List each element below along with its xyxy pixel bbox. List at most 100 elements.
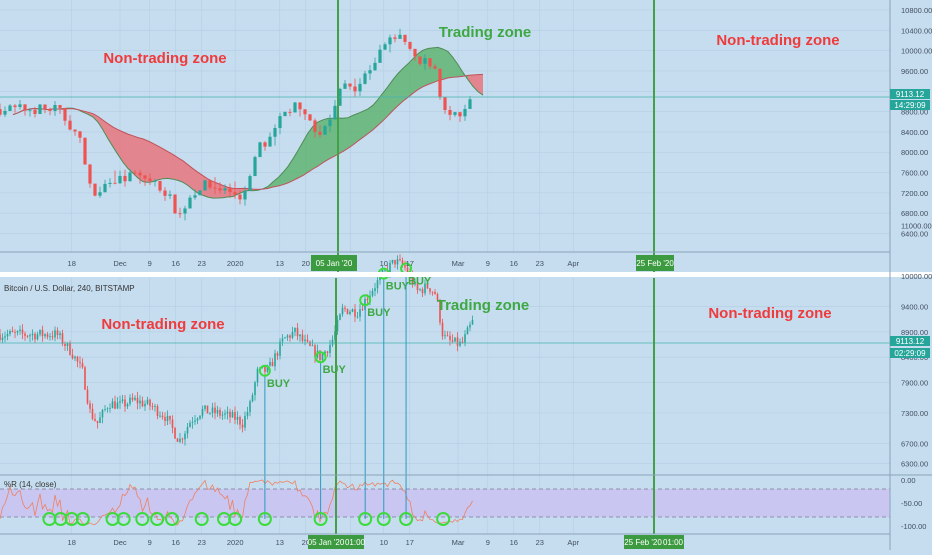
candle-bottom [446,335,449,337]
time-tick-bottom: Mar [452,538,465,547]
candle-bottom [399,259,401,261]
candle-bottom [436,294,439,301]
candle-top [133,172,137,174]
candle-bottom [271,362,274,367]
oversold-circle [228,512,243,526]
candle-top [143,175,147,179]
candle-top [93,183,97,196]
candle-bottom [391,259,394,263]
candle-top [363,73,367,84]
candle-top [468,99,472,109]
time-tick-bottom: Apr [567,538,579,547]
candle-top [33,109,37,114]
candle-bottom [121,399,124,402]
candle-bottom [374,288,376,292]
candle-bottom [431,291,434,293]
buy-signal-circle [359,294,372,307]
candle-bottom [356,316,359,318]
candle-bottom [76,356,79,362]
candle-top [103,183,107,193]
candle-top [248,176,252,191]
candle-bottom [16,330,19,333]
candle-top [393,37,397,39]
cloud-bear-segment [78,109,263,199]
candle-top [463,108,467,117]
candle-top [113,182,117,184]
oversold-circle [165,512,180,526]
candle-bottom [411,274,414,285]
candle-bottom [206,405,209,414]
candle-bottom [306,339,309,342]
candle-bottom [161,415,164,418]
candle-bottom [191,421,194,423]
candle-bottom [279,341,281,356]
candle-top [413,48,417,57]
candle-top [318,131,322,135]
candle-bottom [421,289,424,294]
time-tick-top: 13 [276,259,284,268]
candle-bottom [276,353,279,356]
candle-top [8,105,12,111]
candle-bottom [254,382,256,396]
time-tick-top: 23 [198,259,206,268]
price-tick-bottom: 7300.00 [901,409,928,418]
candle-top [353,86,357,92]
candle-top [258,142,262,158]
candle-bottom [139,400,141,404]
candle-bottom [41,329,44,337]
candle-bottom [384,269,386,271]
candle-bottom [0,334,1,340]
candle-bottom [451,340,454,342]
candle-top [163,190,167,196]
candle-bottom [246,412,249,416]
cloud-bull-segment [263,47,468,190]
time-tick-bottom: 23 [536,538,544,547]
price-tick-top: 10000.00 [901,47,932,56]
candle-bottom [29,335,31,337]
candle-bottom [86,389,89,404]
candle-bottom [269,362,271,366]
candle-bottom [264,366,266,372]
candle-bottom [116,402,119,409]
candle-bottom [349,311,351,315]
candle-top [283,111,287,117]
candle-bottom [159,415,161,417]
candle-top [373,62,377,71]
candle-bottom [314,345,316,358]
candle-bottom [319,350,321,361]
candle-bottom [456,337,459,346]
candle-top [223,188,227,191]
time-tick-top: Apr [567,259,579,268]
candle-top [458,112,462,117]
candle-top [228,188,232,193]
candle-bottom [461,341,464,343]
candle-bottom [329,344,331,353]
candle-top [68,120,72,130]
bottom-marker-start-box [308,535,364,549]
candle-bottom [156,406,159,416]
candle-bottom [119,401,121,403]
candle-bottom [176,438,179,442]
candle-bottom [309,341,311,346]
price-tick-top: 10800.00 [901,6,932,15]
candle-top [243,190,247,200]
candle-top [183,208,187,214]
candle-top [78,131,82,138]
time-tick-bottom: 16 [172,538,180,547]
candle-bottom [46,334,49,337]
candle-bottom [331,339,334,345]
candle-top [443,97,447,110]
time-tick-top: 10 [380,259,388,268]
oversold-circle [376,512,391,526]
candle-top [148,178,152,181]
wr-tick: -50.00 [901,499,922,508]
wr-scale: 0.00 -50.00 -100.00 [901,476,926,531]
bottom-marker-end-time: 01:00 [663,538,684,547]
candle-top [118,175,122,184]
candle-top [123,175,127,182]
wr-tick: 0.00 [901,476,916,485]
wr-tick: -100.00 [901,522,926,531]
candle-top [268,136,272,147]
price-tick-top: 10400.00 [901,26,932,35]
